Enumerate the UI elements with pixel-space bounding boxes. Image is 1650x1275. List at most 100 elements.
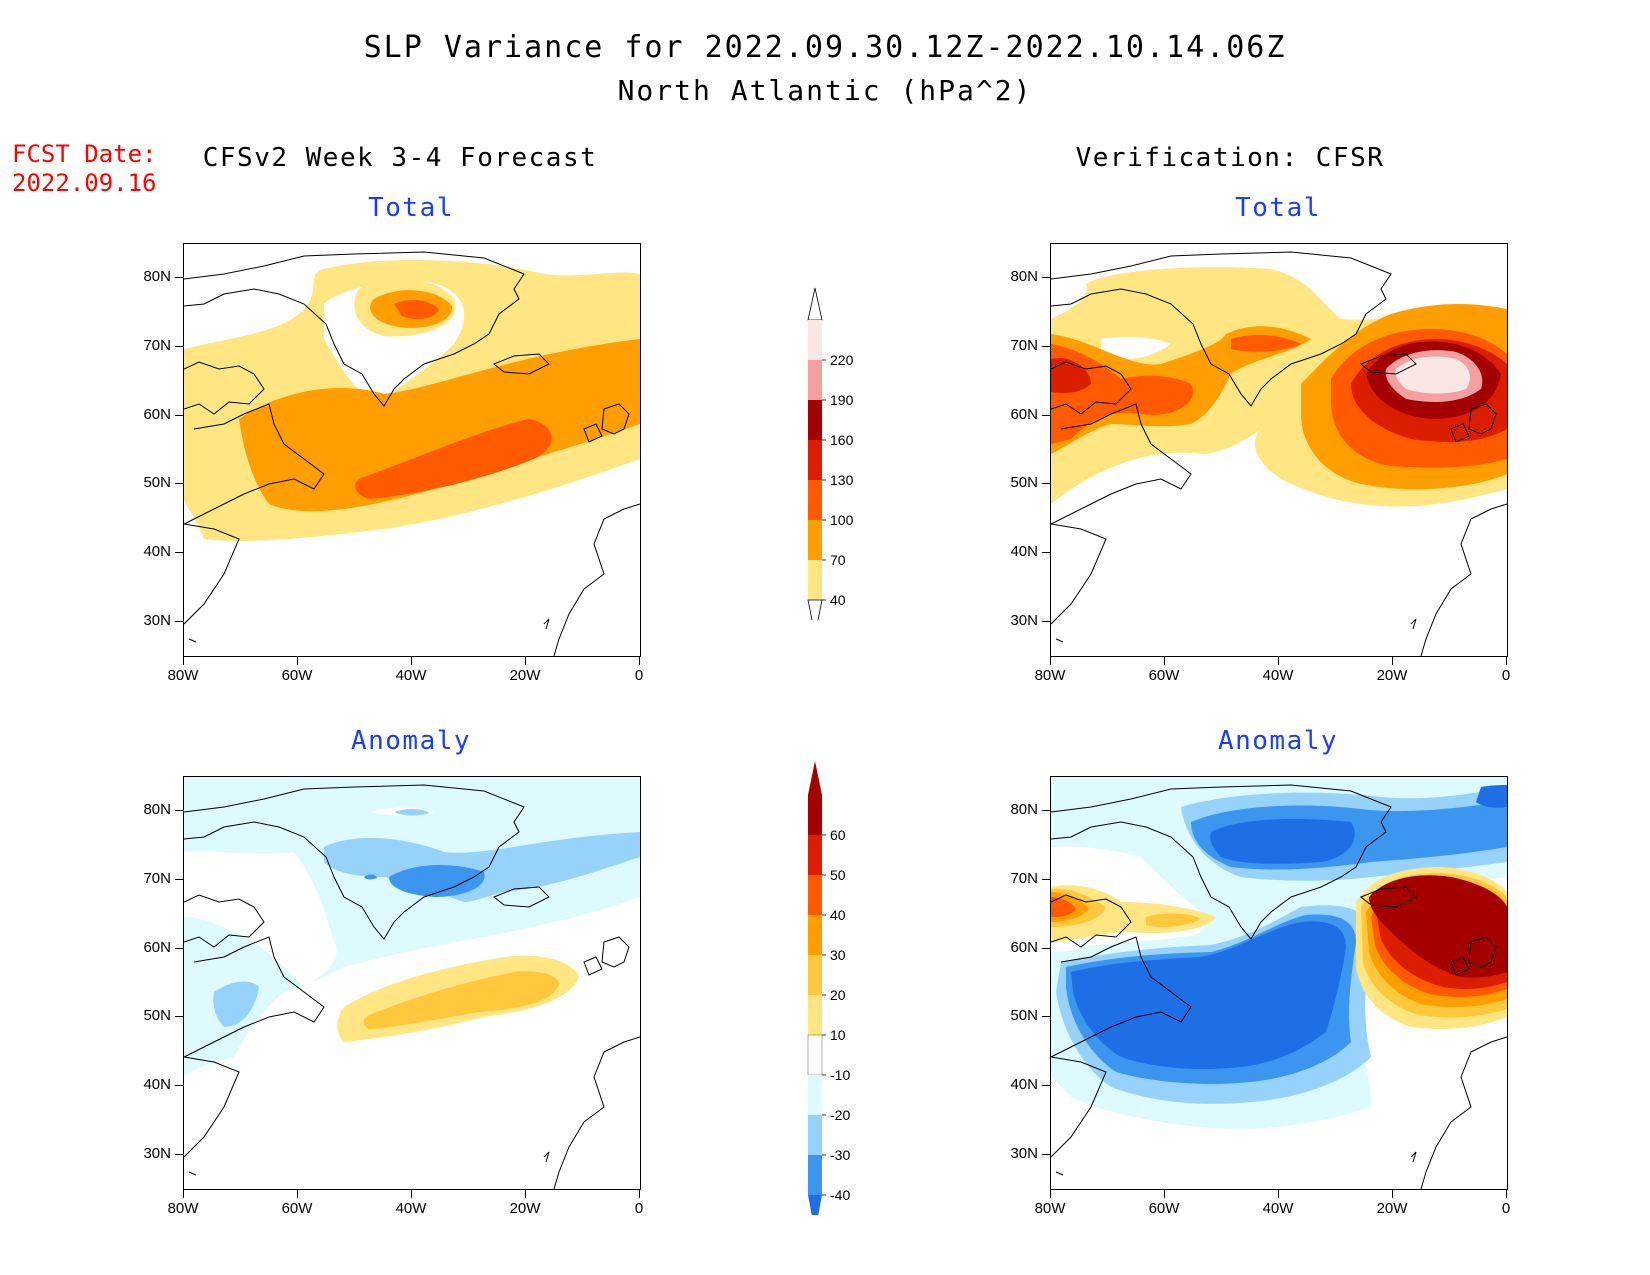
lon-tick xyxy=(1278,657,1279,665)
column-title-forecast: CFSv2 Week 3-4 Forecast xyxy=(202,143,598,173)
colorbar-anomaly-label: -30 xyxy=(830,1147,850,1163)
colorbar-anomaly-swatch xyxy=(808,1155,822,1195)
lon-label: 0 xyxy=(1501,667,1511,684)
colorbar-total-label: 220 xyxy=(830,352,854,368)
panel-title-verification-total: Total xyxy=(1235,193,1321,223)
lat-tick xyxy=(175,552,183,553)
colorbar-anomaly-label: 20 xyxy=(830,987,846,1003)
lon-tick xyxy=(525,1190,526,1198)
map-verification-total xyxy=(1050,243,1508,657)
lon-label: 0 xyxy=(1501,1200,1511,1217)
panel-title-forecast-anomaly: Anomaly xyxy=(350,726,472,756)
colorbar-total-swatch xyxy=(808,480,822,520)
lon-tick xyxy=(411,1190,412,1198)
lon-tick xyxy=(411,657,412,665)
lat-label: 30N xyxy=(1010,611,1038,629)
lat-label: 40N xyxy=(143,1076,171,1093)
lat-label: 50N xyxy=(1010,474,1038,492)
lon-tick xyxy=(1278,1190,1279,1198)
lon-label: 40W xyxy=(395,667,427,684)
map-forecast-total xyxy=(183,243,641,657)
colorbar-anomaly: 60 50 40 30 20 10 -10 -20 -30 -40 xyxy=(807,761,850,1215)
figure-title: SLP Variance for 2022.09.30.12Z-2022.10.… xyxy=(363,30,1287,65)
lat-tick xyxy=(1042,346,1050,347)
lat-label: 40N xyxy=(1010,1076,1038,1093)
lon-label: 40W xyxy=(1262,667,1294,684)
colorbar-total-label: 160 xyxy=(830,432,854,448)
lon-tick xyxy=(1164,657,1165,665)
lat-label: 50N xyxy=(1010,1007,1038,1025)
colorbar-anomaly-swatch xyxy=(808,875,822,915)
colorbar-total: 220 190 160 130 100 70 40 xyxy=(807,287,854,620)
map-verification-anomaly xyxy=(1050,776,1508,1190)
lat-tick xyxy=(1042,810,1050,812)
colorbar-anomaly-swatch xyxy=(808,915,822,955)
lon-tick xyxy=(1164,1190,1165,1198)
lat-label: 30N xyxy=(143,611,171,629)
lat-tick xyxy=(175,414,183,416)
lon-tick xyxy=(525,657,526,665)
lon-tick xyxy=(1392,657,1393,665)
map-forecast-anomaly xyxy=(183,776,641,1190)
colorbar-total-label: 70 xyxy=(830,552,846,568)
coastlines xyxy=(1051,784,1507,1189)
colorbar-anomaly-swatch xyxy=(808,1115,822,1155)
lat-label: 50N xyxy=(143,1007,171,1025)
lat-label: 60N xyxy=(1010,938,1038,956)
lon-label: 20W xyxy=(509,1200,541,1217)
colorbar-anomaly-label: 50 xyxy=(830,867,846,883)
lat-label: 50N xyxy=(143,474,171,492)
lat-tick xyxy=(175,1016,183,1018)
lat-tick xyxy=(1042,620,1050,622)
colorbar-total-label: 40 xyxy=(830,592,846,608)
lon-label: 0 xyxy=(634,1200,644,1217)
lon-label: 40W xyxy=(1262,1200,1294,1217)
lon-tick xyxy=(297,1190,298,1198)
lat-tick xyxy=(1042,947,1050,949)
lat-tick xyxy=(1042,1016,1050,1018)
lat-tick xyxy=(1042,414,1050,416)
colorbar-anomaly-label: 60 xyxy=(830,827,846,843)
lat-tick xyxy=(175,1153,183,1155)
lon-label: 60W xyxy=(1148,1200,1180,1217)
lat-tick xyxy=(175,947,183,949)
colorbar-anomaly-label: -20 xyxy=(830,1107,850,1123)
lat-label: 80N xyxy=(143,268,171,286)
colorbar-anomaly-top-arrow xyxy=(808,761,822,795)
lon-tick xyxy=(1050,657,1051,665)
lon-label: 0 xyxy=(634,667,644,684)
lat-label: 60N xyxy=(143,938,171,956)
colorbar-anomaly-swatch xyxy=(808,1075,822,1115)
colorbar-anomaly-label: -10 xyxy=(830,1067,850,1083)
lon-tick xyxy=(639,657,640,665)
lat-label: 40N xyxy=(143,543,171,560)
lon-label: 60W xyxy=(281,1200,313,1217)
colorbar-total-swatch xyxy=(808,360,822,400)
lat-tick xyxy=(175,810,183,812)
lon-label: 80W xyxy=(167,1200,199,1217)
lon-label: 80W xyxy=(1034,667,1066,684)
lat-tick xyxy=(175,1085,183,1086)
lon-label: 80W xyxy=(167,667,199,684)
colorbar-total-swatch xyxy=(808,560,822,600)
lon-label: 60W xyxy=(281,667,313,684)
colorbar-anomaly-swatch xyxy=(808,795,822,835)
shading-verification-anomaly xyxy=(1051,777,1507,1129)
lat-label: 70N xyxy=(143,337,171,354)
column-title-verification: Verification: CFSR xyxy=(1075,143,1385,173)
colorbar-total-label: 130 xyxy=(830,472,854,488)
colorbar-total-top-arrow xyxy=(807,287,823,321)
panel-title-forecast-total: Total xyxy=(368,193,454,223)
shading-verification-total xyxy=(1051,267,1507,544)
lat-label: 60N xyxy=(1010,405,1038,423)
colorbar-anomaly-swatch xyxy=(807,1034,823,1076)
lat-tick xyxy=(1042,1153,1050,1155)
colorbar-total-label: 100 xyxy=(830,512,854,528)
fcst-label: FCST Date: xyxy=(12,140,157,168)
colorbar-anomaly-swatch xyxy=(808,995,822,1035)
lat-tick xyxy=(1042,879,1050,880)
figure-subtitle: North Atlantic (hPa^2) xyxy=(617,74,1033,107)
colorbar-anomaly-bottom-arrow xyxy=(808,1195,822,1215)
lon-label: 40W xyxy=(395,1200,427,1217)
lat-tick xyxy=(175,483,183,485)
